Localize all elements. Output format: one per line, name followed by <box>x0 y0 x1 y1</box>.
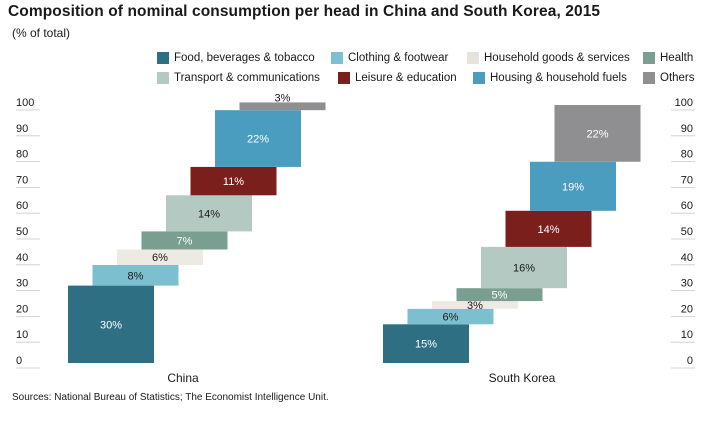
data-label: 14% <box>537 224 559 236</box>
bar-south-korea-clothing-and-footwear <box>407 308 494 325</box>
legend: Food, beverages & tobacco Clothing & foot… <box>0 0 704 100</box>
data-label: 3% <box>467 300 483 312</box>
data-label: 7% <box>177 235 193 247</box>
x-category-label: South Korea <box>489 371 556 385</box>
bar-china-leisure-and-education <box>190 166 277 196</box>
legend-item-health: Health <box>643 52 693 64</box>
legend-item-housing-and-household-fuels: Housing & household fuels <box>473 72 627 84</box>
legend-label: Food, beverages & tobacco <box>174 52 315 64</box>
legend-swatch <box>157 52 169 64</box>
bar-china-transport-and-communications <box>166 195 252 232</box>
left-y-tick-label: 20 <box>16 303 28 315</box>
bar-south-korea-food-beverages-and-tobacco <box>383 324 469 363</box>
left-y-tick-label: 50 <box>16 226 28 238</box>
chart-title: Composition of nominal consumption per h… <box>8 3 601 20</box>
data-label: 22% <box>586 128 608 140</box>
legend-label: Clothing & footwear <box>348 52 449 64</box>
data-label: 6% <box>152 252 168 264</box>
source-note: Sources: National Bureau of Statistics; … <box>12 392 329 403</box>
bar-china-others <box>239 102 326 111</box>
right-y-tick-label: 50 <box>681 226 693 238</box>
legend-item-household-goods-and-services: Household goods & services <box>467 52 630 64</box>
x-category-label: China <box>167 371 199 385</box>
left-y-tick-label: 0 <box>16 355 22 367</box>
legend-item-transport-and-communications: Transport & communications <box>157 72 320 84</box>
bar-china-household-goods-and-services <box>117 249 203 265</box>
legend-swatch <box>473 72 485 84</box>
data-label: 14% <box>198 208 220 220</box>
data-label: 6% <box>443 312 459 324</box>
bar-china-food-beverages-and-tobacco <box>68 285 154 363</box>
bar-south-korea-household-goods-and-services <box>432 301 518 309</box>
data-label: 19% <box>562 181 584 193</box>
left-y-tick-label: 90 <box>16 123 28 135</box>
left-y-tick-label: 30 <box>16 278 28 290</box>
right-y-tick-label: 30 <box>681 278 693 290</box>
data-label: 15% <box>415 339 437 351</box>
bar-south-korea-others <box>554 105 641 162</box>
legend-label: Household goods & services <box>484 52 630 64</box>
chart-subtitle: (% of total) <box>12 26 71 40</box>
data-label: 30% <box>100 319 122 331</box>
right-y-tick-label: 90 <box>681 123 693 135</box>
legend-swatch <box>157 72 169 84</box>
bar-south-korea-housing-and-household-fuels <box>530 161 616 211</box>
data-label: 5% <box>492 290 508 302</box>
right-y-tick-label: 20 <box>681 303 693 315</box>
legend-label: Leisure & education <box>355 72 457 84</box>
data-label: 3% <box>275 92 291 104</box>
bar-china-health <box>141 231 228 250</box>
data-label: 22% <box>247 134 269 146</box>
data-label: 8% <box>128 270 144 282</box>
left-y-tick-label: 40 <box>16 252 28 264</box>
data-label: 16% <box>513 263 535 275</box>
legend-swatch <box>643 52 655 64</box>
left-y-tick-label: 10 <box>16 329 28 341</box>
legend-swatch <box>643 72 655 84</box>
legend-swatch <box>338 72 350 84</box>
legend-item-others: Others <box>643 72 695 84</box>
right-y-tick-label: 80 <box>681 149 693 161</box>
right-y-tick-label: 60 <box>681 200 693 212</box>
bar-south-korea-health <box>456 288 543 302</box>
right-y-tick-label: 70 <box>681 174 693 186</box>
legend-swatch <box>467 52 479 64</box>
legend-item-food-beverages-and-tobacco: Food, beverages & tobacco <box>157 52 315 64</box>
data-label: 11% <box>223 176 244 188</box>
right-y-tick-label: 10 <box>681 329 693 341</box>
legend-label: Housing & household fuels <box>490 72 627 84</box>
legend-label: Transport & communications <box>174 72 320 84</box>
left-y-tick-label: 70 <box>16 174 28 186</box>
bar-south-korea-transport-and-communications <box>481 246 567 289</box>
left-y-tick-label: 60 <box>16 200 28 212</box>
right-y-tick-label: 100 <box>675 97 693 109</box>
bar-south-korea-leisure-and-education <box>505 210 592 247</box>
legend-label: Health <box>660 52 694 64</box>
left-y-tick-label: 100 <box>16 97 34 109</box>
left-y-tick-label: 80 <box>16 149 28 161</box>
bar-china-housing-and-household-fuels <box>215 110 301 167</box>
legend-swatch <box>331 52 343 64</box>
legend-item-clothing-and-footwear: Clothing & footwear <box>331 52 448 64</box>
legend-item-leisure-and-education: Leisure & education <box>338 72 457 84</box>
bar-china-clothing-and-footwear <box>92 264 179 286</box>
right-y-tick-label: 0 <box>687 355 693 367</box>
legend-label: Others <box>660 72 695 84</box>
right-y-tick-label: 40 <box>681 252 693 264</box>
